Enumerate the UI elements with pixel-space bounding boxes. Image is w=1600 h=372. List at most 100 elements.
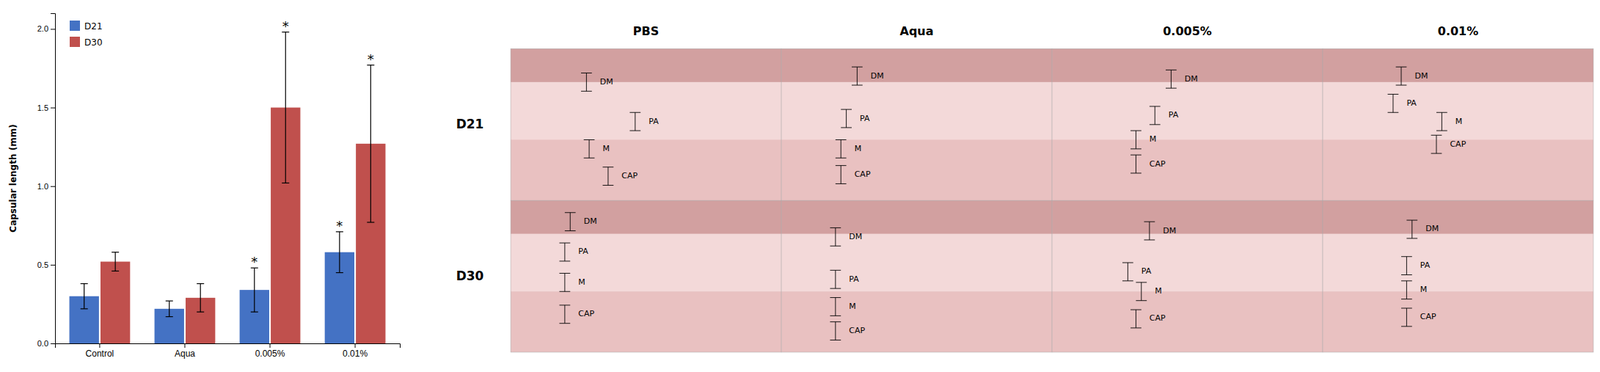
series <box>69 231 355 344</box>
bracket <box>1135 282 1147 301</box>
tissue-dermis <box>781 234 1052 292</box>
bracket <box>1406 220 1418 239</box>
error-bar-stem <box>83 283 85 309</box>
error-bar-cap <box>111 270 119 272</box>
tissue-dermis <box>781 82 1052 141</box>
bracket-line <box>1127 262 1129 281</box>
bracket-line <box>1130 130 1142 132</box>
bracket-line <box>1140 282 1142 301</box>
bracket-line <box>1406 237 1418 239</box>
bracket-line <box>1436 130 1448 132</box>
x-tick-mark <box>99 343 100 348</box>
tissue-dermis <box>510 234 782 292</box>
figure: 0.00.51.01.52.0ControlAqua0.005%0.01%Cap… <box>0 0 1600 372</box>
bracket-line <box>834 297 836 317</box>
tissue-label: DM <box>870 71 884 81</box>
legend-label: D30 <box>84 37 103 48</box>
error-bar-stem <box>200 283 202 313</box>
tissue-dermis <box>510 82 782 141</box>
error-bar-cap <box>281 182 290 184</box>
bracket-line <box>559 304 571 306</box>
tissue-label: PA <box>1168 110 1179 120</box>
bracket <box>583 139 595 158</box>
tissue-label: CAP <box>848 325 865 336</box>
bracket <box>629 112 641 131</box>
error-bar-stem <box>370 65 372 223</box>
bracket <box>559 242 571 262</box>
bracket-line <box>829 339 841 341</box>
error-bar <box>80 283 89 309</box>
bracket-line <box>1411 220 1413 239</box>
tissue-label: PA <box>578 247 589 257</box>
tissue-label: DM <box>1162 225 1176 236</box>
bracket-line <box>1165 69 1177 71</box>
legend-item: D30 <box>69 36 103 48</box>
y-tick: 1.5 <box>37 103 56 113</box>
error-bar <box>335 231 344 273</box>
significance-mark: * <box>282 18 290 34</box>
bracket-line <box>564 230 576 232</box>
bracket-line <box>829 227 841 229</box>
image-cell: DMPAMCAP <box>1322 48 1594 201</box>
legend-swatch <box>69 20 80 31</box>
error-bar <box>196 283 204 313</box>
bracket-line <box>586 72 587 91</box>
tissue-label: DM <box>848 231 862 242</box>
tissue-base <box>1322 200 1594 353</box>
bracket-line <box>851 66 863 68</box>
bracket-line <box>1154 106 1156 125</box>
bracket-line <box>1401 274 1413 276</box>
bracket-line <box>1130 327 1142 328</box>
y-tick-mark <box>50 264 56 266</box>
bracket <box>1130 309 1142 328</box>
bracket-line <box>1406 308 1408 327</box>
bracket-line <box>1149 105 1161 107</box>
bracket-line <box>1122 280 1134 281</box>
bracket-line <box>835 157 847 159</box>
bracket-line <box>840 165 842 185</box>
x-tick-label: Aqua <box>174 348 196 359</box>
bracket-line <box>583 157 595 159</box>
bracket-line <box>564 305 565 324</box>
tissue-epidermis <box>1322 48 1594 82</box>
bracket-line <box>1135 309 1137 328</box>
tissue-epidermis <box>1051 200 1323 234</box>
bracket-line <box>581 90 593 92</box>
tissue-base <box>781 48 1052 201</box>
legend-swatch <box>69 36 80 47</box>
tissue-label: PA <box>859 113 871 124</box>
bracket-line <box>559 242 571 244</box>
tissue-epidermis <box>781 48 1052 82</box>
bracket-line <box>1406 220 1418 221</box>
bracket-line <box>1170 69 1172 89</box>
bracket-line <box>1431 153 1443 155</box>
tissue-label: DM <box>1184 74 1198 84</box>
tissue-label: CAP <box>1149 159 1166 169</box>
bracket-line <box>829 269 841 271</box>
tissue-label: M <box>603 143 611 154</box>
x-tick-mark <box>355 343 356 348</box>
y-tick-label: 1.5 <box>37 103 49 113</box>
bracket <box>1396 66 1408 86</box>
tissue-label: M <box>848 301 857 312</box>
bracket-line <box>856 66 858 86</box>
bracket-line <box>589 139 590 158</box>
image-cell: DMPAMCAP <box>781 48 1052 201</box>
bracket-line <box>1436 112 1448 113</box>
bracket-line <box>1165 88 1177 89</box>
bracket-line <box>1396 85 1408 86</box>
tissue-base <box>510 200 782 353</box>
bracket <box>835 139 847 158</box>
bracket-line <box>829 321 841 323</box>
bracket-line <box>1406 256 1408 276</box>
bracket <box>1431 134 1443 154</box>
y-axis-line <box>50 13 56 345</box>
bracket-line <box>1130 172 1142 174</box>
column-label: 0.01% <box>1437 24 1479 39</box>
x-axis: ControlAqua0.005%0.01% <box>55 343 401 359</box>
error-bar <box>366 65 375 223</box>
bracket <box>603 167 615 186</box>
bracket <box>1143 221 1155 240</box>
bracket-line <box>840 126 852 128</box>
column-label: PBS <box>633 24 659 39</box>
